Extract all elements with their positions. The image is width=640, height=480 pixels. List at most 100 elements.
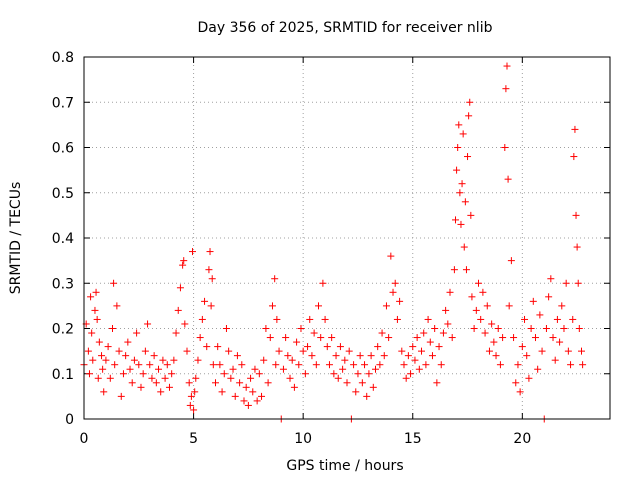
data-point bbox=[157, 388, 165, 396]
data-point bbox=[244, 401, 252, 409]
data-point bbox=[413, 334, 421, 342]
data-point bbox=[209, 361, 217, 369]
data-point bbox=[396, 297, 404, 305]
data-point bbox=[387, 252, 395, 260]
data-point bbox=[428, 352, 436, 360]
data-point bbox=[214, 343, 222, 351]
data-point bbox=[411, 356, 419, 364]
x-tick-label: 20 bbox=[513, 431, 531, 447]
data-point bbox=[148, 374, 156, 382]
data-point bbox=[242, 383, 250, 391]
data-point bbox=[376, 361, 384, 369]
data-point bbox=[549, 334, 557, 342]
data-point bbox=[358, 379, 366, 387]
data-point bbox=[391, 279, 399, 287]
data-point bbox=[190, 406, 198, 414]
data-point bbox=[310, 329, 318, 337]
data-point bbox=[367, 352, 375, 360]
data-point bbox=[188, 248, 196, 256]
data-point bbox=[225, 347, 233, 355]
data-point bbox=[467, 211, 475, 219]
data-point bbox=[155, 365, 163, 373]
data-point bbox=[299, 347, 307, 355]
data-point bbox=[279, 365, 287, 373]
data-point bbox=[502, 85, 510, 93]
data-point bbox=[545, 293, 553, 301]
y-tick-label: 0.8 bbox=[52, 50, 74, 66]
data-point bbox=[527, 325, 535, 332]
data-point bbox=[468, 293, 476, 301]
data-point bbox=[562, 279, 570, 287]
y-tick-label: 0.7 bbox=[52, 95, 74, 111]
data-point bbox=[385, 334, 393, 342]
data-point bbox=[354, 370, 362, 378]
x-tick-label: 10 bbox=[294, 431, 312, 447]
data-point bbox=[98, 352, 106, 360]
data-point bbox=[319, 279, 327, 287]
data-point bbox=[393, 315, 401, 323]
data-point bbox=[271, 275, 279, 283]
data-point bbox=[176, 284, 184, 292]
data-point bbox=[194, 356, 202, 364]
data-point bbox=[168, 370, 176, 378]
y-tick-label: 0.2 bbox=[52, 322, 74, 338]
data-point bbox=[380, 352, 388, 360]
data-point bbox=[161, 374, 169, 382]
data-point bbox=[231, 392, 239, 400]
data-point bbox=[165, 383, 173, 391]
data-point bbox=[183, 347, 191, 355]
data-point bbox=[433, 379, 441, 387]
data-point bbox=[499, 334, 507, 342]
data-point bbox=[295, 361, 303, 369]
y-axis-label: SRMTID / TECUs bbox=[8, 182, 24, 295]
data-point bbox=[481, 329, 489, 337]
data-point bbox=[352, 388, 360, 396]
data-point bbox=[284, 352, 292, 360]
data-point bbox=[94, 374, 102, 382]
data-point bbox=[203, 343, 211, 351]
data-point bbox=[93, 315, 101, 323]
data-point bbox=[525, 374, 533, 382]
data-point bbox=[99, 365, 107, 373]
data-point bbox=[402, 374, 410, 382]
data-point bbox=[139, 370, 147, 378]
data-point bbox=[332, 352, 340, 360]
data-point bbox=[453, 166, 461, 174]
data-point bbox=[450, 266, 458, 274]
x-tick-label: 15 bbox=[404, 431, 422, 447]
data-point bbox=[363, 392, 371, 400]
data-point bbox=[374, 343, 382, 351]
data-point bbox=[407, 370, 415, 378]
data-point bbox=[130, 356, 138, 364]
data-point bbox=[560, 325, 568, 332]
data-point bbox=[113, 302, 121, 310]
data-point bbox=[218, 388, 226, 396]
data-point bbox=[321, 315, 329, 323]
data-point bbox=[240, 397, 248, 405]
data-point bbox=[507, 257, 515, 265]
data-point bbox=[150, 352, 158, 360]
data-point bbox=[328, 334, 336, 342]
data-point bbox=[420, 329, 428, 337]
data-point bbox=[325, 361, 333, 369]
data-point bbox=[249, 388, 257, 396]
data-point bbox=[512, 379, 520, 387]
y-tick-label: 0.1 bbox=[52, 367, 74, 383]
data-point bbox=[458, 180, 466, 188]
data-point bbox=[262, 325, 270, 332]
data-point bbox=[341, 356, 349, 364]
data-point bbox=[483, 302, 491, 310]
data-point bbox=[462, 266, 470, 274]
data-point bbox=[578, 347, 586, 355]
data-point bbox=[442, 306, 450, 314]
data-point bbox=[455, 121, 463, 129]
data-point bbox=[135, 361, 143, 369]
data-point bbox=[212, 379, 219, 387]
data-point bbox=[88, 329, 96, 337]
data-point bbox=[479, 288, 487, 296]
data-point bbox=[84, 347, 92, 355]
data-points bbox=[80, 62, 587, 423]
data-point bbox=[286, 374, 294, 382]
data-point bbox=[180, 257, 188, 265]
data-point bbox=[92, 288, 100, 296]
